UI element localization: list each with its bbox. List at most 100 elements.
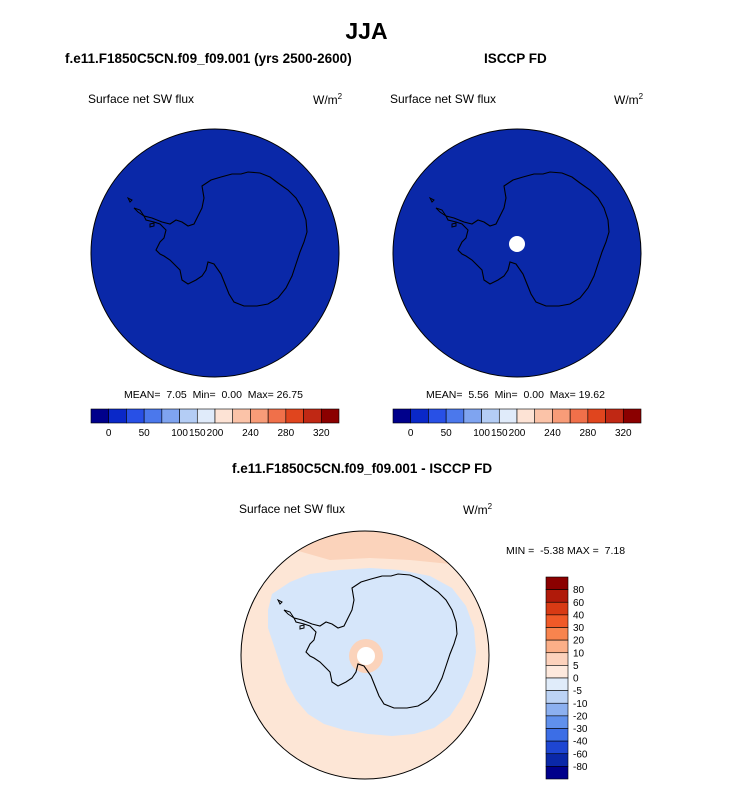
map-border bbox=[392, 128, 642, 378]
colorbar-tick-label: 100 bbox=[171, 428, 188, 439]
panel1-variable-label: Surface net SW flux bbox=[88, 92, 195, 106]
colorbar-swatch bbox=[410, 408, 429, 424]
colorbar-swatch bbox=[267, 408, 287, 424]
colorbar-swatch bbox=[545, 639, 569, 654]
colorbar-swatch bbox=[320, 408, 340, 424]
colorbar-tick-label: 150 bbox=[491, 428, 508, 439]
panel1-colorbar: 0 50 100 150 200 240 280 320 bbox=[90, 408, 340, 439]
antarctica-coastline bbox=[444, 171, 610, 307]
panel1-mean-label: MEAN= bbox=[124, 389, 161, 401]
colorbar-swatch bbox=[303, 408, 322, 424]
colorbar-tick-label: 240 bbox=[242, 428, 259, 439]
colorbar-swatch bbox=[587, 408, 606, 424]
colorbar-swatch bbox=[552, 408, 571, 424]
diff-variable-label: Surface net SW flux bbox=[239, 502, 346, 516]
diff-polar-map bbox=[240, 530, 490, 780]
colorbar-swatch bbox=[161, 408, 180, 424]
colorbar-swatch bbox=[545, 652, 569, 666]
colorbar-tick-label: 200 bbox=[207, 428, 224, 439]
colorbar-swatch bbox=[545, 766, 569, 780]
colorbar-swatch bbox=[214, 408, 234, 424]
colorbar-tick-label: 100 bbox=[473, 428, 490, 439]
colorbar-swatch bbox=[498, 408, 518, 424]
colorbar-tick-label: 0 bbox=[408, 428, 414, 439]
panel1-max-label: Max= bbox=[247, 389, 274, 401]
colorbar-swatch bbox=[545, 753, 569, 767]
colorbar-tick-label: -30 bbox=[573, 724, 588, 735]
colorbar-tick-label: -20 bbox=[573, 711, 588, 722]
colorbar-swatch bbox=[445, 408, 465, 424]
colorbar-tick-label: 320 bbox=[313, 428, 330, 439]
colorbar-swatch bbox=[232, 408, 251, 424]
field-fill bbox=[91, 129, 339, 377]
colorbar-swatch bbox=[569, 408, 589, 424]
colorbar-swatch bbox=[545, 601, 569, 616]
diff-stats: MIN = -5.38 MAX = 7.18 bbox=[506, 545, 625, 557]
colorbar-tick-label: 30 bbox=[573, 623, 585, 634]
diff-case-title: f.e11.F1850C5CN.f09_f09.001 - ISCCP FD bbox=[232, 461, 493, 476]
antarctica-coastline bbox=[292, 573, 458, 709]
panel2-stats: MEAN= 5.56 Min= 0.00 Max= 19.62 bbox=[426, 389, 605, 401]
colorbar-swatch bbox=[545, 702, 569, 717]
colorbar-swatch bbox=[545, 728, 569, 742]
diff-min-label: MIN = bbox=[506, 545, 535, 557]
panel2-min-value: 0.00 bbox=[523, 389, 544, 401]
diff-units-label: W/m2 bbox=[463, 502, 493, 517]
panel1-units-label: W/m2 bbox=[313, 92, 343, 107]
panel2-polar-map bbox=[392, 128, 642, 378]
peninsula-coastline bbox=[428, 196, 447, 217]
colorbar-tick-label: 0 bbox=[573, 674, 579, 685]
panel2-variable-label: Surface net SW flux bbox=[390, 92, 497, 106]
colorbar-swatch bbox=[143, 408, 163, 424]
colorbar-swatch bbox=[392, 408, 412, 424]
colorbar-swatch bbox=[545, 715, 569, 729]
colorbar-swatch bbox=[481, 408, 500, 424]
colorbar-tick-label: 10 bbox=[573, 648, 585, 659]
colorbar-tick-label: 60 bbox=[573, 598, 585, 609]
diff-min-value: -5.38 bbox=[540, 545, 565, 557]
colorbar-swatch bbox=[108, 408, 127, 424]
panel2-max-value: 19.62 bbox=[578, 389, 605, 401]
panel1-polar-map bbox=[90, 128, 340, 378]
panel1-min-label: Min= bbox=[192, 389, 216, 401]
colorbar-tick-label: 280 bbox=[278, 428, 295, 439]
antarctica-coastline bbox=[142, 171, 308, 307]
panel1-mean-value: 7.05 bbox=[166, 389, 187, 401]
figure-title: JJA bbox=[345, 18, 388, 44]
colorbar-swatch bbox=[545, 665, 569, 679]
colorbar-tick-label: 80 bbox=[573, 585, 585, 596]
panel2-case-title: ISCCP FD bbox=[484, 51, 547, 66]
panel2-mean-label: MEAN= bbox=[426, 389, 463, 401]
colorbar-tick-label: 0 bbox=[106, 428, 112, 439]
panel2-units-label: W/m2 bbox=[614, 92, 644, 107]
colorbar-swatch bbox=[545, 589, 569, 603]
colorbar-tick-label: 50 bbox=[139, 428, 151, 439]
colorbar-tick-label: 150 bbox=[189, 428, 206, 439]
colorbar-tick-label: -10 bbox=[573, 699, 588, 710]
colorbar-swatch bbox=[285, 408, 304, 424]
colorbar-swatch bbox=[196, 408, 216, 424]
colorbar-swatch bbox=[534, 408, 553, 424]
colorbar-swatch bbox=[126, 408, 145, 424]
panel1-min-value: 0.00 bbox=[221, 389, 242, 401]
diff-max-label: MAX = bbox=[567, 545, 599, 557]
colorbar-swatch bbox=[250, 408, 269, 424]
colorbar-tick-label: -60 bbox=[573, 749, 588, 760]
colorbar-swatch bbox=[463, 408, 482, 424]
colorbar-swatch bbox=[545, 740, 569, 755]
pole-missing-data bbox=[357, 647, 375, 665]
panel1-stats: MEAN= 7.05 Min= 0.00 Max= 26.75 bbox=[124, 389, 303, 401]
colorbar-swatch bbox=[90, 408, 110, 424]
panel1-case-title: f.e11.F1850C5CN.f09_f09.001 (yrs 2500-26… bbox=[65, 51, 352, 66]
colorbar-swatch bbox=[516, 408, 536, 424]
colorbar-tick-label: 280 bbox=[580, 428, 597, 439]
panel2-colorbar: 0 50 100 150 200 240 280 320 bbox=[392, 408, 642, 439]
peninsula-coastline bbox=[126, 196, 145, 217]
colorbar-tick-label: 20 bbox=[573, 636, 585, 647]
panel2-max-label: Max= bbox=[549, 389, 576, 401]
colorbar-tick-label: 240 bbox=[544, 428, 561, 439]
colorbar-swatch bbox=[545, 677, 569, 691]
colorbar-tick-label: 5 bbox=[573, 661, 579, 672]
map-border bbox=[90, 128, 340, 378]
